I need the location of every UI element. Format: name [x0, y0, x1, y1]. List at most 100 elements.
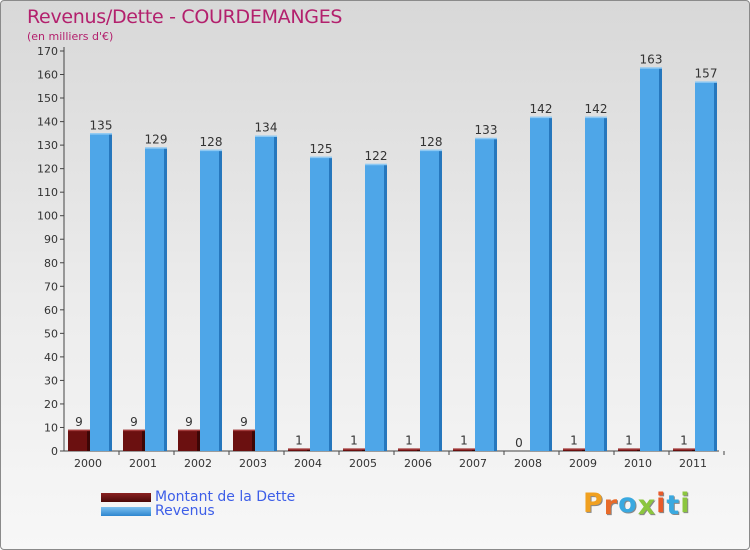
y-tick-label: 100 [37, 210, 58, 223]
bar-revenus [475, 138, 494, 451]
bar-side-revenus [659, 67, 662, 452]
legend-item-revenus: Revenus [101, 503, 215, 519]
bar-revenus [585, 116, 604, 451]
legend-label-dette: Montant de la Dette [155, 489, 296, 505]
data-label-revenus: 133 [475, 123, 498, 137]
bar-side-revenus [329, 156, 332, 451]
data-label-dette: 1 [625, 434, 633, 448]
x-tick-label: 2010 [624, 457, 652, 470]
y-tick-label: 90 [44, 233, 58, 246]
x-tick-label: 2005 [349, 457, 377, 470]
logo-letter: x [637, 490, 657, 521]
bar-revenus [365, 163, 384, 452]
y-tick-label: 10 [44, 421, 58, 434]
data-label-revenus: 163 [640, 52, 663, 66]
legend-item-dette: Montant de la Dette [101, 489, 295, 505]
bar-dette [123, 429, 142, 451]
data-label-dette: 0 [515, 436, 523, 450]
logo-letter: i [656, 488, 667, 519]
data-label-dette: 9 [185, 415, 193, 429]
logo-letter: t [666, 490, 681, 521]
y-tick-label: 150 [37, 92, 58, 105]
bar-side-revenus [714, 81, 717, 452]
y-tick-label: 30 [44, 374, 58, 387]
proxiti-logo: Proxiti [583, 488, 691, 521]
logo-letter: i [680, 488, 691, 519]
y-tick-label: 80 [44, 257, 58, 270]
y-tick-label: 160 [37, 69, 58, 82]
data-label-dette: 1 [460, 434, 468, 448]
bar-side-revenus [274, 135, 277, 452]
bar-revenus [90, 133, 109, 451]
bar-dette [178, 429, 197, 451]
x-tick-label: 2006 [404, 457, 432, 470]
data-label-revenus: 142 [585, 102, 608, 116]
y-tick-label: 0 [51, 445, 58, 458]
y-tick-label: 110 [37, 186, 58, 199]
bar-side-revenus [164, 147, 167, 451]
logo-letter: o [618, 488, 638, 519]
data-label-revenus: 157 [695, 67, 718, 81]
bar-revenus [695, 81, 714, 452]
bar-side-revenus [494, 138, 497, 451]
bar-dette [233, 429, 252, 451]
bar-revenus [640, 67, 659, 452]
y-tick-label: 120 [37, 163, 58, 176]
data-label-dette: 1 [295, 434, 303, 448]
bar-revenus [255, 135, 274, 452]
bar-side-dette [197, 429, 200, 451]
bar-side-revenus [219, 149, 222, 451]
x-tick-label: 2001 [129, 457, 157, 470]
y-tick-label: 70 [44, 280, 58, 293]
y-tick-label: 50 [44, 327, 58, 340]
bar-revenus [145, 147, 164, 451]
x-tick-label: 2008 [514, 457, 542, 470]
data-label-dette: 1 [570, 434, 578, 448]
x-tick-label: 2000 [74, 457, 102, 470]
chart-subtitle: (en milliers d'€) [27, 30, 114, 43]
y-tick-label: 20 [44, 398, 58, 411]
data-label-revenus: 135 [90, 118, 113, 132]
bar-side-revenus [439, 149, 442, 451]
chart-title: Revenus/Dette - COURDEMANGES [27, 6, 343, 28]
bar-revenus [530, 116, 549, 451]
y-tick-label: 130 [37, 139, 58, 152]
data-label-dette: 9 [130, 415, 138, 429]
bar-side-revenus [384, 163, 387, 452]
x-tick-label: 2011 [679, 457, 707, 470]
data-label-revenus: 128 [420, 135, 443, 149]
data-label-revenus: 142 [530, 102, 553, 116]
bar-side-revenus [549, 116, 552, 451]
data-label-dette: 9 [75, 415, 83, 429]
x-tick-label: 2002 [184, 457, 212, 470]
bar-dette [68, 429, 87, 451]
data-label-revenus: 122 [365, 149, 388, 163]
bar-revenus [200, 149, 219, 451]
logo-letter: P [583, 488, 604, 519]
data-label-dette: 9 [240, 415, 248, 429]
legend-swatch-revenus [101, 506, 151, 516]
bar-side-revenus [604, 116, 607, 451]
x-tick-label: 2003 [239, 457, 267, 470]
data-label-dette: 1 [680, 434, 688, 448]
bar-side-dette [142, 429, 145, 451]
bar-side-dette [87, 429, 90, 451]
data-label-dette: 1 [405, 434, 413, 448]
legend-label-revenus: Revenus [155, 503, 215, 519]
bar-side-revenus [109, 133, 112, 451]
data-label-revenus: 129 [145, 132, 168, 146]
bar-side-dette [252, 429, 255, 451]
data-label-revenus: 134 [255, 121, 278, 135]
x-tick-label: 2007 [459, 457, 487, 470]
legend-swatch-dette [101, 492, 151, 502]
y-tick-label: 40 [44, 351, 58, 364]
bar-revenus [420, 149, 439, 451]
data-label-dette: 1 [350, 434, 358, 448]
y-tick-label: 140 [37, 116, 58, 129]
data-label-revenus: 128 [200, 135, 223, 149]
y-tick-label: 60 [44, 304, 58, 317]
bar-revenus [310, 156, 329, 451]
data-label-revenus: 125 [310, 142, 333, 156]
